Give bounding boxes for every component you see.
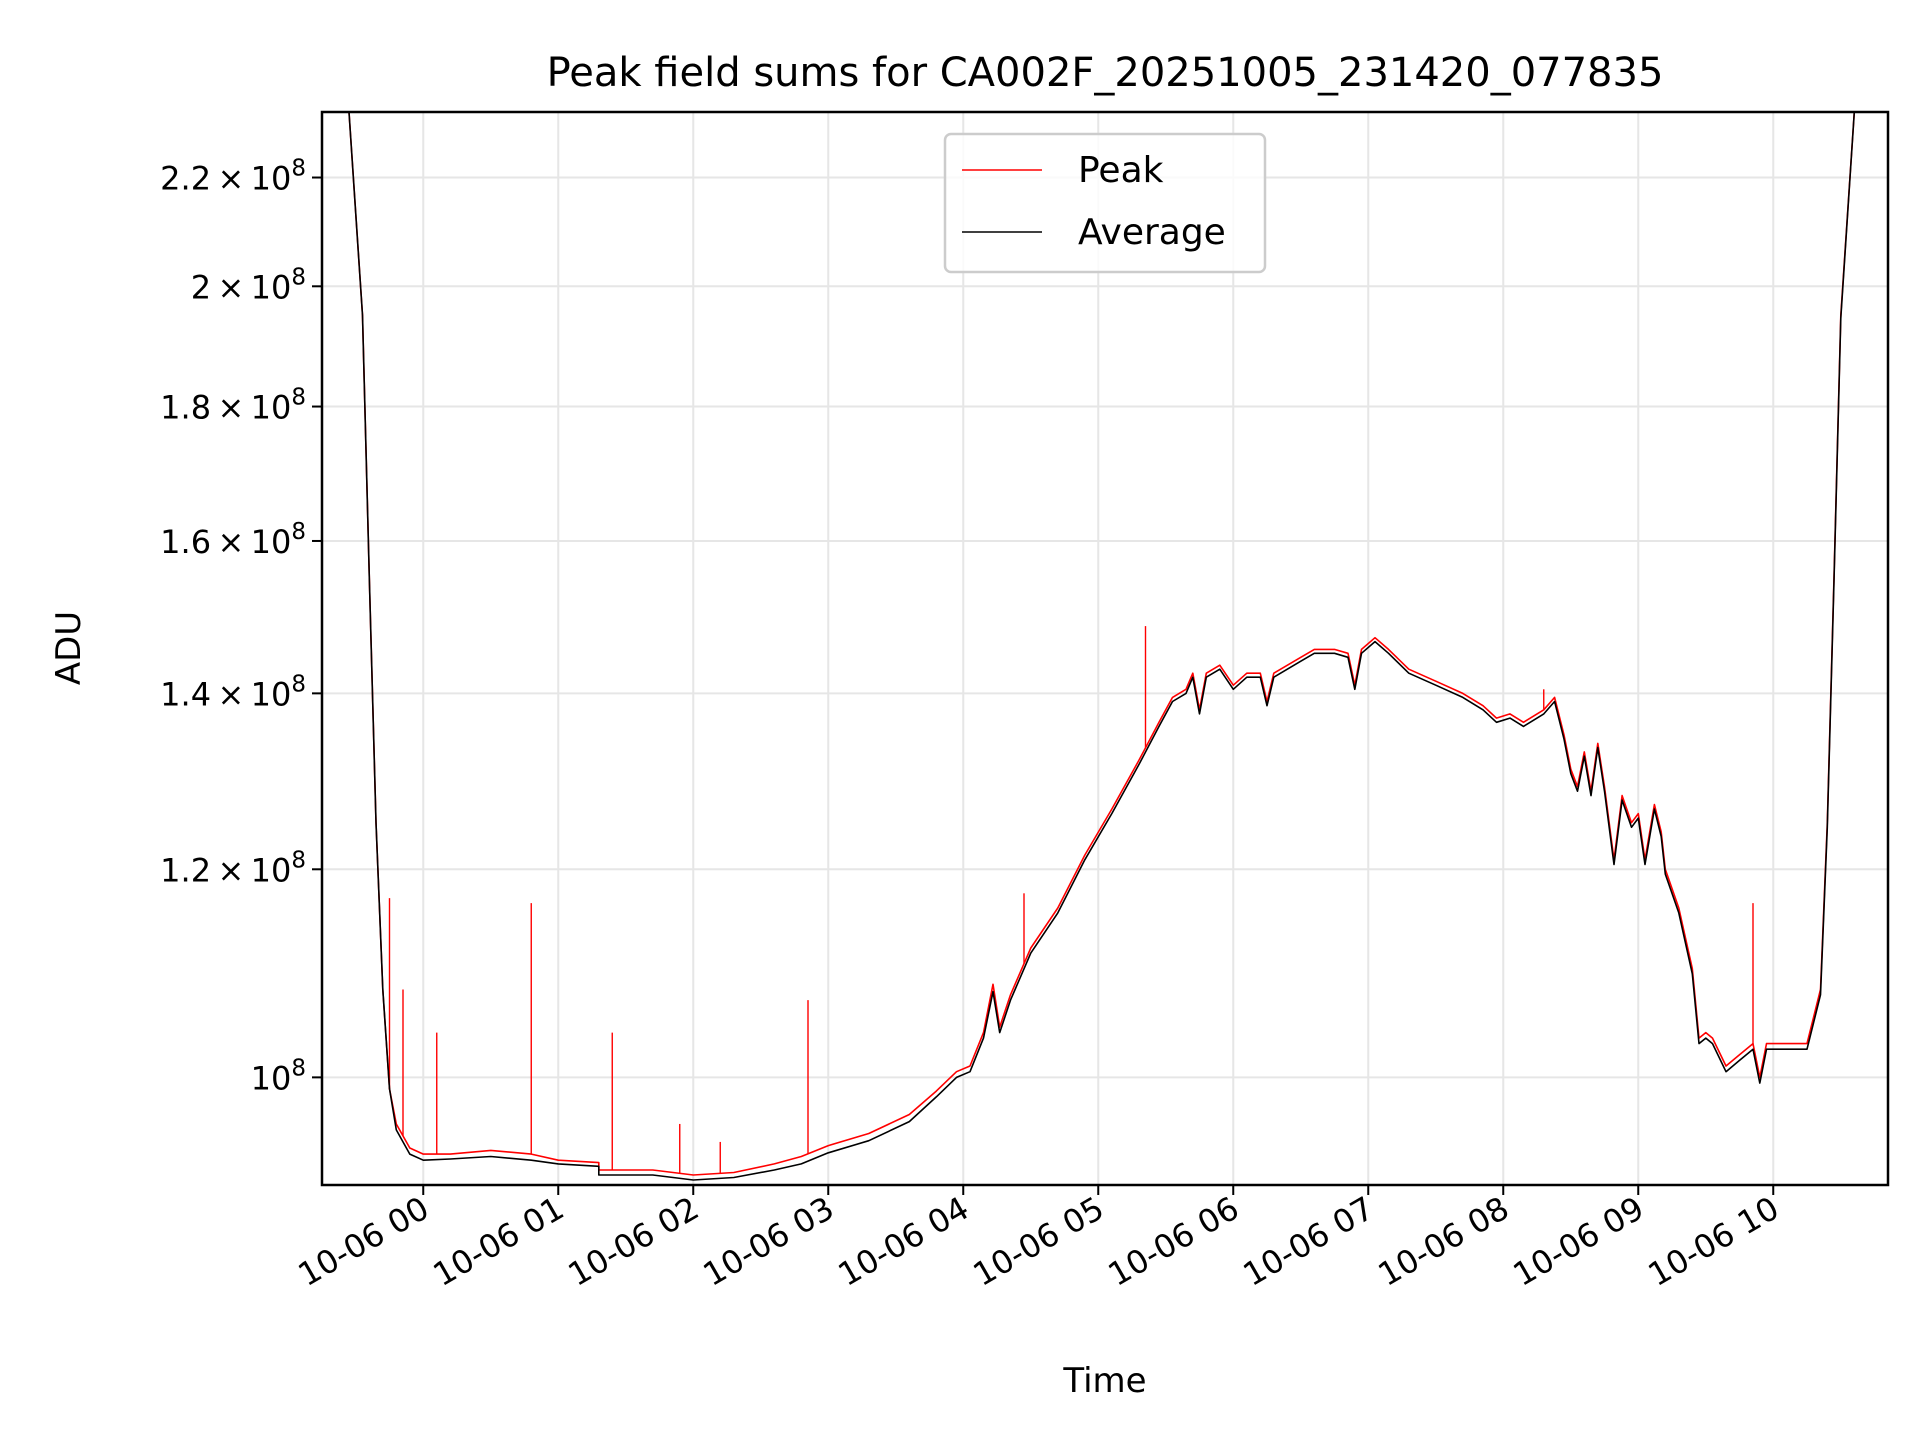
y-tick-exponent: 8 [291,519,306,545]
plot-frame [320,110,1890,1187]
y-tick-mantissa: 2.2 [160,160,211,198]
legend: Peak Average [943,132,1267,274]
y-tick-base: 10 [251,1059,292,1097]
legend-box [943,132,1267,274]
y-tick-times: × 10 [211,389,291,427]
series-line-average [348,112,1856,1181]
y-tick-exponent: 8 [291,847,306,873]
y-tick-times: × 10 [211,160,291,198]
y-tick-exponent: 8 [291,156,306,182]
y-tick-label: 2.2 × 108 [160,156,306,198]
y-tick-label: 1.2 × 108 [160,847,306,889]
y-tick-mantissa: 1.6 [160,523,211,561]
y-tick-label: 2 × 108 [191,264,306,306]
y-tick-mantissa: 2 [191,268,211,306]
y-tick-exponent: 8 [291,671,306,697]
series-layer [348,112,1856,1181]
y-tick-times: × 10 [211,523,291,561]
y-tick-times: × 10 [211,851,291,889]
y-axis-label: ADU [49,611,89,685]
y-tick-times: × 10 [211,675,291,713]
grid-layer [322,112,1888,1185]
y-tick-mantissa: 1.8 [160,389,211,427]
chart-title: Peak field sums for CA002F_20251005_2314… [547,50,1664,96]
y-tick-label: 1.4 × 108 [160,671,306,713]
y-tick-exponent: 8 [291,1055,306,1081]
x-axis-label: Time [1062,1361,1146,1401]
y-tick-exponent: 8 [291,385,306,411]
y-tick-exponent: 8 [291,264,306,290]
y-tick-label: 108 [251,1055,306,1097]
series-line-peak [348,112,1856,1176]
y-tick-times: × 10 [211,268,291,306]
y-tick-mantissa: 1.4 [160,675,211,713]
legend-label-average: Average [1078,212,1226,253]
y-tick-mantissa: 1.2 [160,851,211,889]
y-tick-label: 1.8 × 108 [160,385,306,427]
y-tick-label: 1.6 × 108 [160,519,306,561]
legend-label-peak: Peak [1078,150,1164,191]
